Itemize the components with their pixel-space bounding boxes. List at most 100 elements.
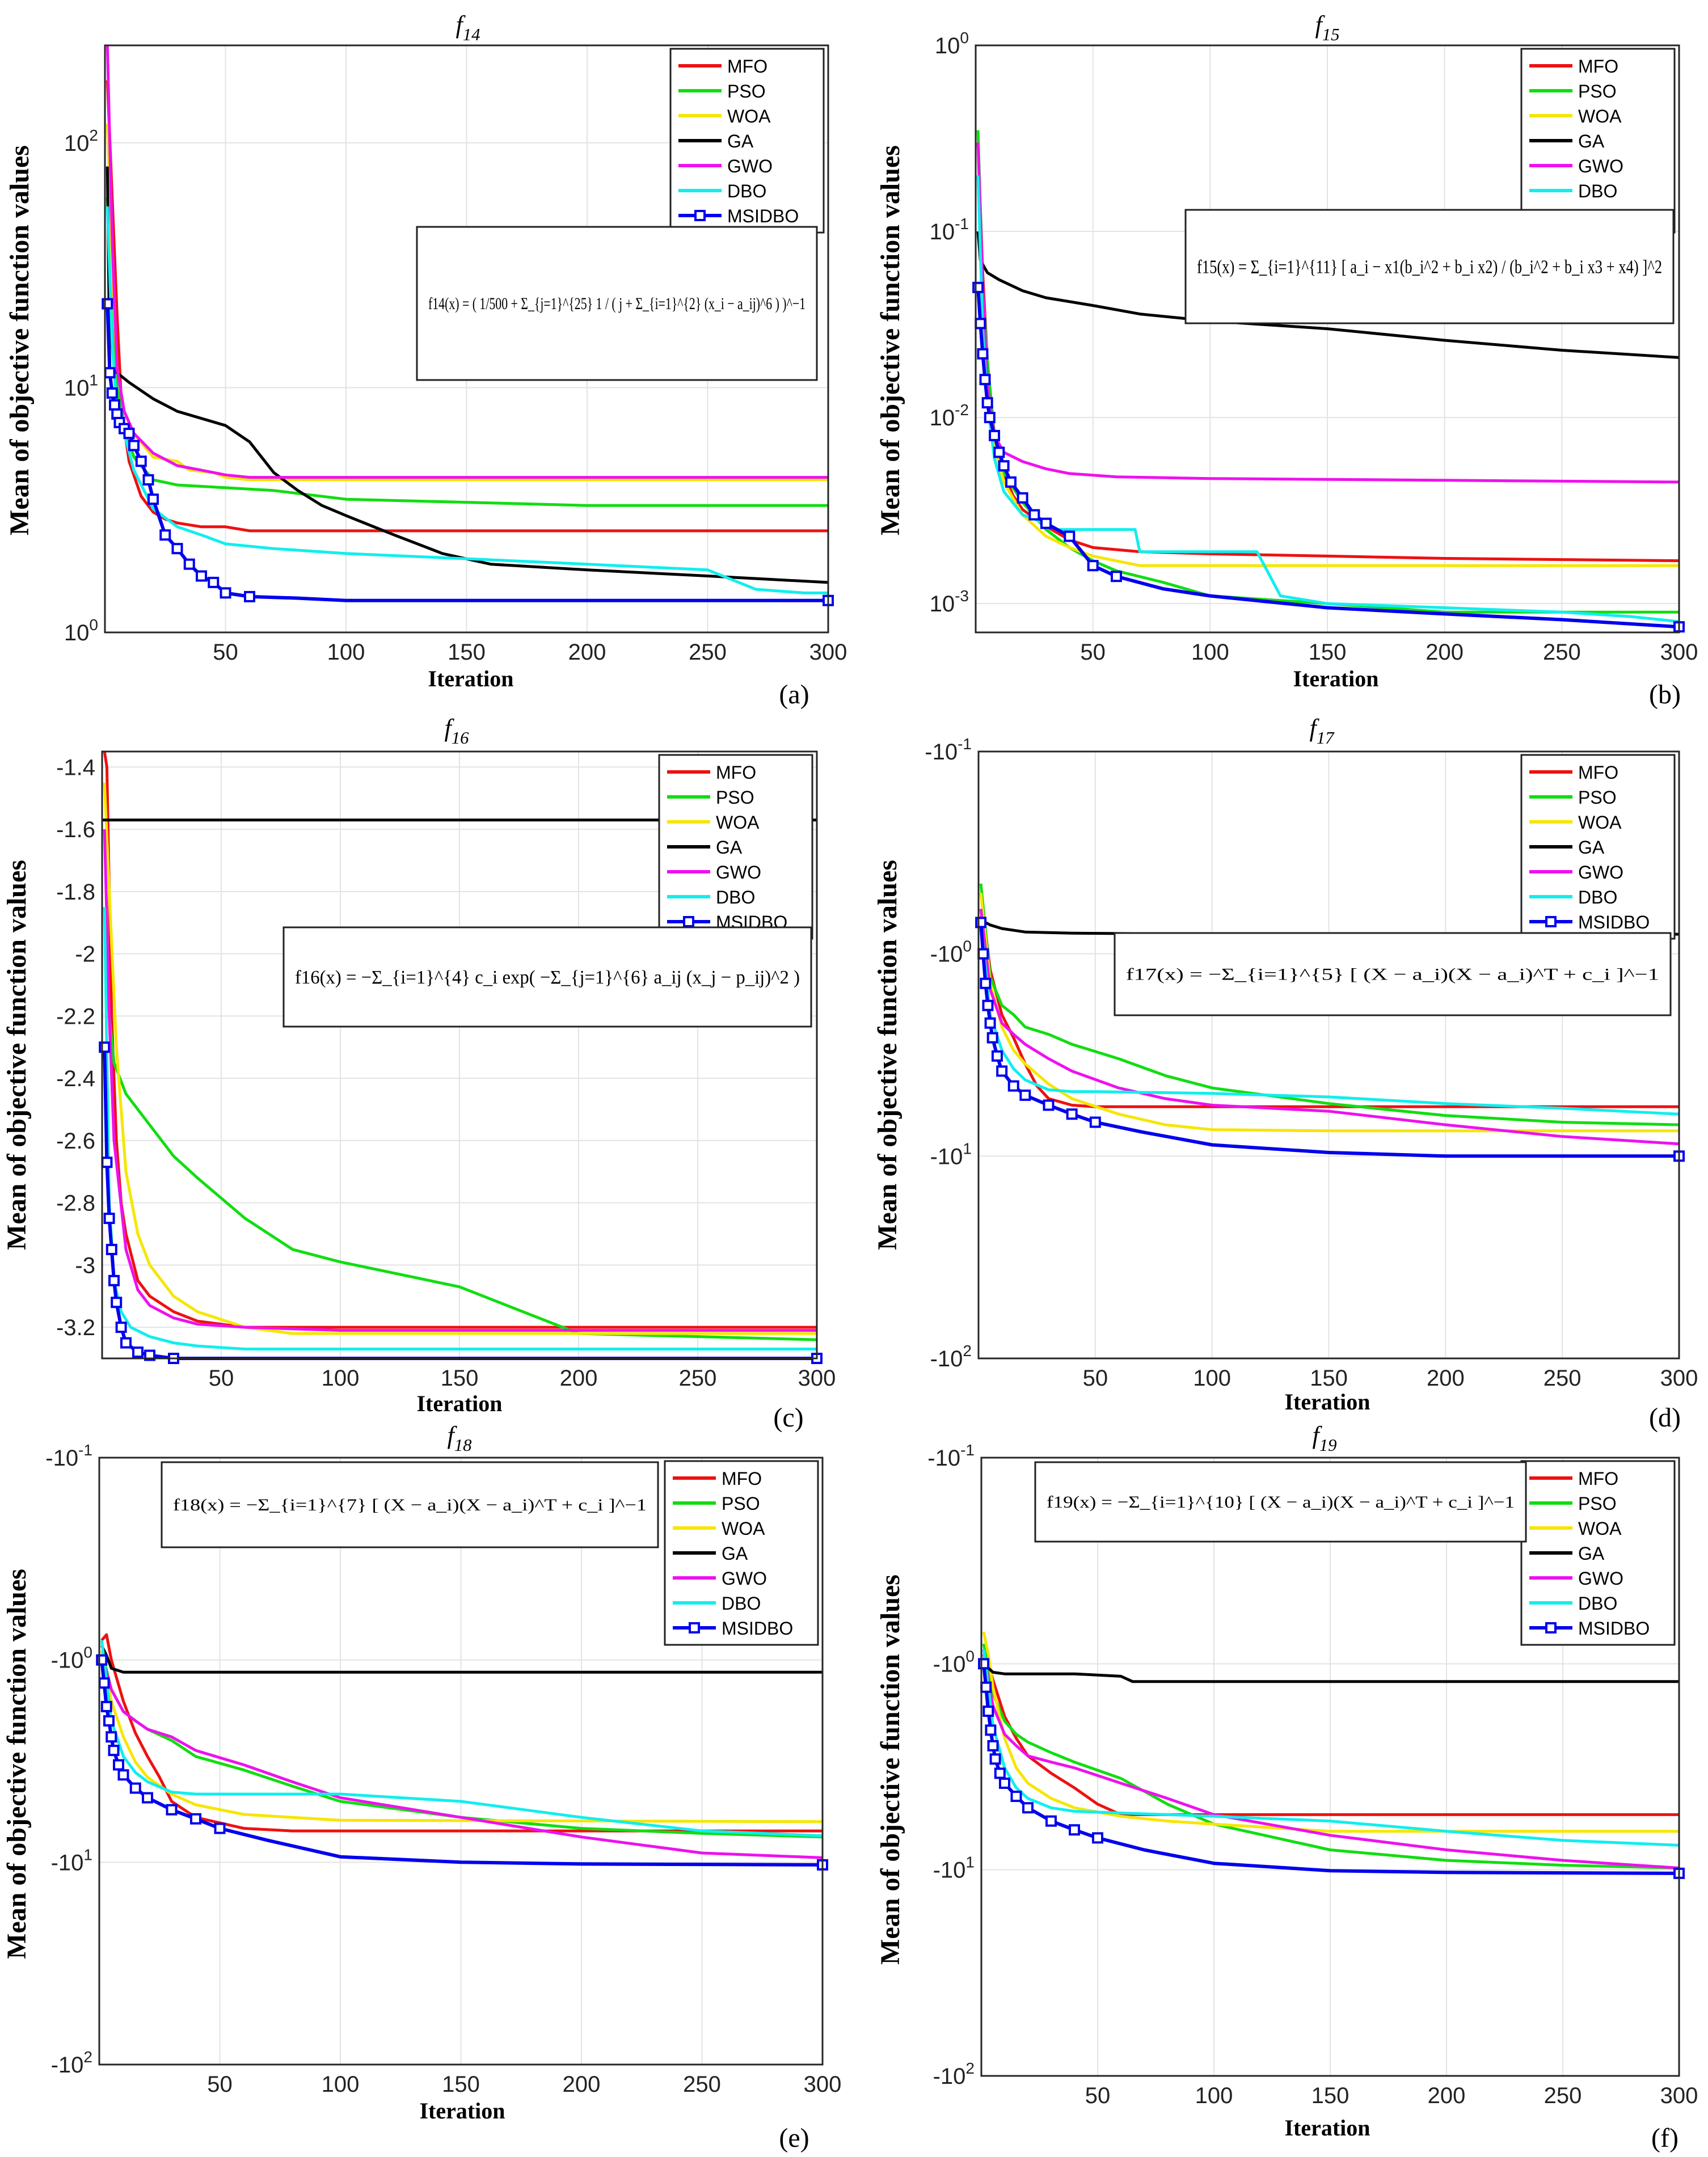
series-line-woa <box>100 1650 823 1823</box>
series-line-dbo <box>976 175 1680 623</box>
y-tick-label: -10-1 <box>925 735 972 765</box>
x-tick-label: 150 <box>1311 2083 1349 2108</box>
series-marker-msidbo <box>999 1777 1010 1789</box>
series-marker-msidbo <box>1045 1815 1057 1827</box>
plot-frame <box>975 44 1680 634</box>
legend-label-dbo: DBO <box>1578 1593 1617 1614</box>
series-marker-msidbo <box>1043 1099 1055 1111</box>
legend-label-ga: GA <box>1578 837 1605 858</box>
formula-box-c: f16(x) = −Σ_{i=1}^{4} c_i exp( −Σ_{j=1}^… <box>282 926 812 1028</box>
series-marker-msidbo <box>106 387 118 399</box>
formula-box-a: f14(x) = ( 1/500 + Σ_{j=1}^{25} 1 / ( j … <box>416 226 818 381</box>
panel-tag: (f) <box>1651 2123 1679 2153</box>
series-marker-msidbo <box>115 1322 127 1333</box>
formula-box-f: f19(x) = −Σ_{i=1}^{10} [ (X − a_i)(X − a… <box>1034 1461 1527 1543</box>
plot-frame <box>977 750 1680 1360</box>
grid <box>99 1457 823 2065</box>
series-marker-msidbo <box>994 1767 1006 1779</box>
legend-label-msidbo: MSIDBO <box>722 1618 793 1639</box>
x-tick-label: 150 <box>441 1366 479 1391</box>
legend-label-pso: PSO <box>722 1493 760 1514</box>
series-line-ga <box>982 1658 1679 1683</box>
formula-frame <box>1184 209 1675 324</box>
x-tick-label: 150 <box>1309 640 1347 665</box>
legend-label-mfo: MFO <box>1578 762 1618 783</box>
series-group <box>972 130 1685 633</box>
series-marker-msidbo <box>1019 1089 1031 1101</box>
series-marker-msidbo <box>1064 530 1076 542</box>
series-line-gwo <box>103 829 817 1332</box>
formula-box-d: f17(x) = −Σ_{i=1}^{5} [ (X − a_i)(X − a_… <box>1114 932 1672 1016</box>
legend-label-dbo: DBO <box>716 887 755 907</box>
y-tick-label: -101 <box>933 1854 975 1883</box>
series-line-ga <box>106 166 829 584</box>
series-marker-msidbo <box>171 543 183 555</box>
legend-label-woa: WOA <box>1578 812 1622 833</box>
series-line-mfo <box>982 1648 1679 1816</box>
x-tick-label: 50 <box>1080 640 1106 665</box>
series-group <box>978 1631 1685 1879</box>
series-marker-msidbo <box>98 1677 110 1689</box>
x-tick-label: 50 <box>209 1366 234 1391</box>
series-marker-msidbo <box>975 318 986 330</box>
formula-text: f18(x) = −Σ_{i=1}^{7} [ (X − a_i)(X − a_… <box>173 1496 647 1514</box>
legend-label-mfo: MFO <box>716 762 756 783</box>
legend-marker <box>689 1622 700 1633</box>
series-marker-msidbo <box>984 1017 996 1029</box>
series-marker-msidbo <box>147 493 159 505</box>
legend-label-ga: GA <box>716 837 743 858</box>
series-marker-msidbo <box>220 587 231 599</box>
y-axis-label: Mean of objective function values <box>2 1569 32 1959</box>
series-marker-msidbo <box>208 576 220 588</box>
plot-frame <box>980 1457 1680 2077</box>
series-marker-msidbo <box>985 1724 997 1736</box>
series-line-gwo <box>106 45 828 479</box>
y-tick-label: -2.8 <box>56 1191 95 1216</box>
formula-frame <box>282 926 812 1028</box>
y-tick-label: -102 <box>51 2048 92 2078</box>
series-marker-msidbo <box>166 1804 178 1816</box>
series-marker-msidbo <box>108 1745 120 1757</box>
series-marker-msidbo <box>1007 1080 1019 1092</box>
series-marker-msidbo <box>100 1700 112 1712</box>
series-marker-msidbo <box>111 1297 123 1308</box>
y-tick-label: -10-1 <box>927 1441 975 1471</box>
series-marker-msidbo <box>977 948 989 960</box>
series-marker-msidbo <box>196 570 207 582</box>
x-axis-label: Iteration <box>428 666 513 691</box>
series-marker-msidbo <box>981 397 993 409</box>
x-tick-label: 100 <box>1195 2083 1233 2108</box>
legend-label-mfo: MFO <box>1578 1468 1618 1489</box>
legend-label-pso: PSO <box>1578 787 1617 808</box>
y-tick-label: -100 <box>51 1644 92 1673</box>
legend-marker <box>1545 1622 1557 1633</box>
series-marker-msidbo <box>987 1740 999 1751</box>
series-group <box>975 883 1685 1162</box>
x-tick-label: 50 <box>207 2072 233 2097</box>
legend-label-ga: GA <box>722 1543 748 1564</box>
legend-label-gwo: GWO <box>1578 862 1623 883</box>
series-marker-msidbo <box>979 374 991 386</box>
y-tick-label: 102 <box>64 126 98 156</box>
axes-title: f18 <box>447 1421 472 1455</box>
y-tick-label: -2.4 <box>56 1066 95 1091</box>
x-tick-label: 200 <box>568 640 606 665</box>
series-marker-msidbo <box>989 1753 1001 1765</box>
legend-label-ga: GA <box>1578 131 1605 151</box>
chart-panel-b: 50 100 150 200 250 300 10-3 10-2 10-1 100 f15 Itera… <box>875 11 1698 710</box>
series-marker-msidbo <box>1089 1116 1101 1128</box>
y-axis-label: Mean of objective function values <box>875 1575 905 1965</box>
series-marker-msidbo <box>183 558 195 570</box>
x-tick-label: 200 <box>1427 1366 1465 1391</box>
series-marker-msidbo <box>109 399 120 411</box>
legend-marker <box>683 916 694 927</box>
series-marker-msidbo <box>123 428 135 440</box>
series-marker-msidbo <box>980 977 992 989</box>
formula-text: f16(x) = −Σ_{i=1}^{4} c_i exp( −Σ_{j=1}^… <box>295 967 800 988</box>
series-marker-msidbo <box>120 1337 132 1349</box>
series-marker-msidbo <box>986 1032 998 1044</box>
